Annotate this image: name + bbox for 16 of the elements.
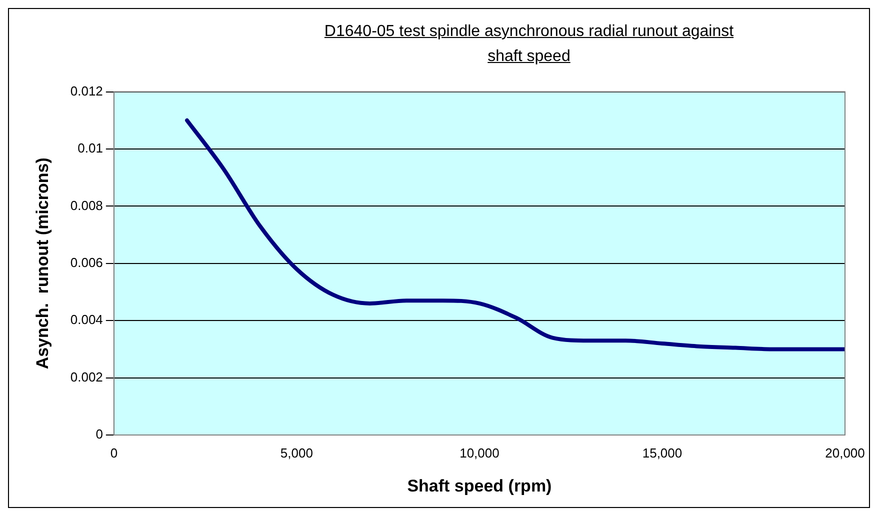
x-axis-title: Shaft speed (rpm) [407,476,552,496]
x-tick-label: 20,000 [825,445,865,460]
y-tick-label: 0.012 [70,83,103,98]
y-tick-label: 0.006 [70,254,103,270]
y-tick-label: 0.002 [70,369,103,384]
line-series [185,118,845,352]
y-tick-label: 0 [96,426,103,442]
x-tick-label: 15,000 [642,445,682,460]
y-axis-title: Asynch. runout (microns) [32,158,52,370]
x-tick-label: 5,000 [280,445,313,460]
chart-title: D1640-05 test spindle asynchronous radial runout against shaft speed [323,22,735,67]
y-tick-label: 0.004 [70,312,103,328]
x-tick-label: 0 [110,445,118,460]
y-tick-label: 0.01 [78,140,103,156]
y-tick-label: 0.008 [70,198,103,213]
x-tick-label: 10,000 [460,445,500,460]
